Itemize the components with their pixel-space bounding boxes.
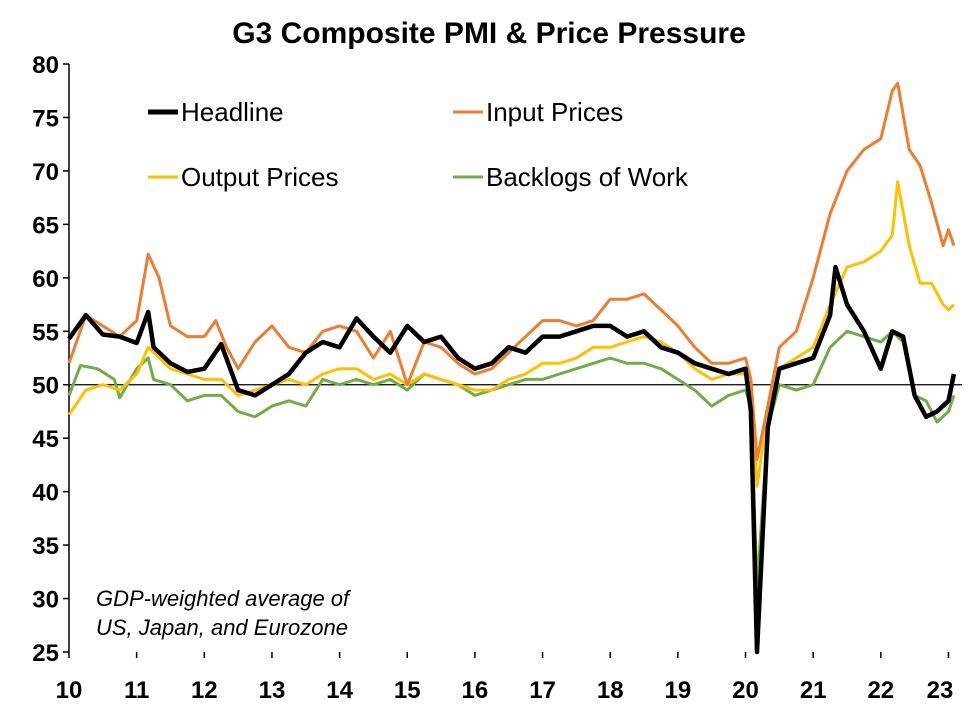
series-line-headline [67, 264, 957, 655]
y-tick-label: 65 [32, 212, 59, 239]
y-tick-label: 55 [32, 319, 59, 346]
legend-label-backlogs-of-work: Backlogs of Work [486, 162, 689, 192]
x-tick-label: 14 [326, 677, 353, 704]
series-line-input-prices [67, 81, 956, 462]
y-tick-label: 30 [32, 587, 59, 614]
x-tick-label: 20 [732, 677, 759, 704]
x-tick-label: 19 [665, 677, 692, 704]
annotation-line-1: GDP-weighted average of [96, 586, 352, 611]
x-tick-label: 10 [56, 677, 83, 704]
x-axis-ticks: 10 11 12 13 14 15 16 17 18 19 20 21 22 23 [56, 652, 954, 704]
x-tick-label: 15 [394, 677, 421, 704]
legend-item-backlogs-of-work: Backlogs of Work [453, 162, 689, 192]
x-tick-label: 18 [597, 677, 624, 704]
series-line-backlogs-of-work [67, 329, 956, 590]
y-tick-label: 50 [32, 373, 59, 400]
chart-title: G3 Composite PMI & Price Pressure [232, 17, 746, 50]
legend: Headline Input Prices Output Prices Back… [148, 97, 689, 192]
x-tick-label: 17 [529, 677, 556, 704]
legend-label-output-prices: Output Prices [181, 162, 339, 192]
x-tick-label: 23 [927, 677, 954, 704]
y-axis-ticks: 25 30 35 40 45 50 55 60 65 70 75 80 [32, 52, 69, 667]
x-tick-label: 21 [800, 677, 827, 704]
y-tick-label: 70 [32, 159, 59, 186]
legend-item-output-prices: Output Prices [148, 162, 339, 192]
y-tick-label: 40 [32, 480, 59, 507]
x-tick-label: 22 [867, 677, 894, 704]
y-tick-label: 75 [32, 105, 59, 132]
source-annotation: GDP-weighted average of US, Japan, and E… [96, 586, 352, 640]
legend-item-input-prices: Input Prices [453, 97, 623, 127]
y-tick-label: 25 [32, 640, 59, 667]
legend-label-headline: Headline [181, 97, 284, 127]
y-tick-label: 80 [32, 52, 59, 79]
x-tick-label: 11 [124, 677, 149, 704]
legend-item-headline: Headline [148, 97, 284, 127]
y-tick-label: 60 [32, 266, 59, 293]
x-tick-label: 16 [462, 677, 489, 704]
x-tick-label: 13 [259, 677, 286, 704]
annotation-line-2: US, Japan, and Eurozone [96, 615, 348, 640]
y-tick-label: 45 [32, 426, 59, 453]
series-lines [67, 81, 957, 655]
y-tick-label: 35 [32, 533, 59, 560]
x-tick-label: 12 [191, 677, 218, 704]
legend-label-input-prices: Input Prices [486, 97, 623, 127]
series-line-output-prices [67, 180, 955, 488]
